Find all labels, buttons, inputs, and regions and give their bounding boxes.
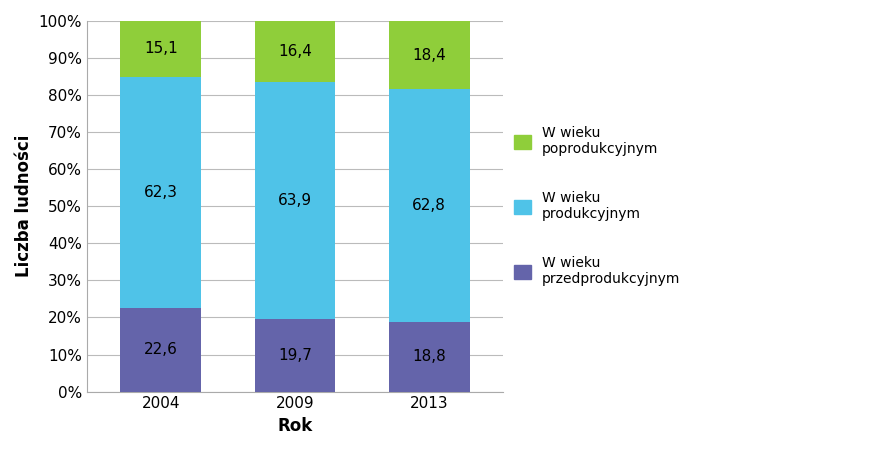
Bar <box>255 319 335 392</box>
Text: 15,1: 15,1 <box>144 41 177 57</box>
X-axis label: Rok: Rok <box>277 417 312 435</box>
Text: 19,7: 19,7 <box>278 347 312 363</box>
Bar <box>389 21 469 89</box>
Bar <box>389 322 469 392</box>
Bar <box>121 308 201 392</box>
Y-axis label: Liczba ludności: Liczba ludności <box>15 135 33 278</box>
Bar <box>121 77 201 308</box>
Text: 16,4: 16,4 <box>278 44 312 59</box>
Legend: W wieku
poprodukcyjnym, W wieku
produkcyjnym, W wieku
przedprodukcyjnym: W wieku poprodukcyjnym, W wieku produkcy… <box>513 126 679 286</box>
Bar <box>121 21 201 77</box>
Bar <box>255 82 335 319</box>
Text: 18,8: 18,8 <box>412 349 445 364</box>
Bar <box>255 21 335 82</box>
Text: 62,8: 62,8 <box>412 198 446 213</box>
Text: 62,3: 62,3 <box>144 185 178 200</box>
Text: 22,6: 22,6 <box>144 342 178 357</box>
Text: 18,4: 18,4 <box>412 48 445 63</box>
Bar <box>389 89 469 322</box>
Text: 63,9: 63,9 <box>278 193 312 208</box>
